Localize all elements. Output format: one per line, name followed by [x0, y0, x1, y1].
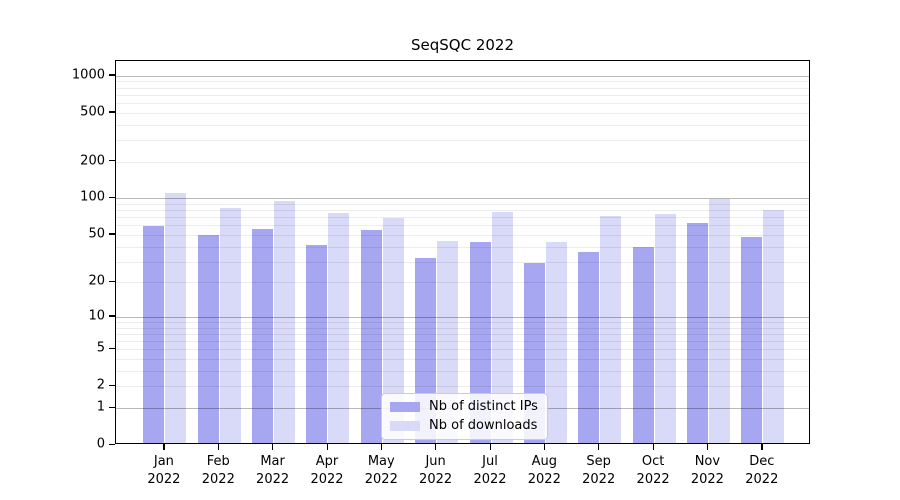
x-tick-mark [326, 444, 328, 450]
bar-feb-distinct-ips [197, 235, 219, 443]
y-tick-label: 1000 [71, 67, 105, 83]
bars-layer [116, 61, 809, 443]
y-tick-mark [109, 384, 115, 387]
y-tick-mark [109, 160, 115, 162]
legend-layer: Nb of distinct IPs Nb of downloads [116, 61, 809, 443]
y-tick-mark [109, 315, 115, 317]
bar-jan-distinct-ips [143, 226, 165, 443]
x-tick-label-may: May 2022 [364, 454, 398, 487]
x-tick-label-dec: Dec 2022 [745, 454, 779, 487]
bar-mar-downloads [274, 200, 296, 443]
y-tick-mark [109, 280, 115, 283]
y-tick-label: 100 [80, 189, 105, 205]
bar-jul-distinct-ips [469, 242, 491, 443]
x-tick-mark [598, 444, 600, 450]
y-tick-mark [109, 196, 115, 199]
x-tick-mark [543, 444, 546, 450]
y-tick-mark [109, 406, 115, 408]
x-tick-mark [380, 444, 383, 450]
bar-oct-downloads [654, 213, 676, 443]
y-tick-label: 500 [80, 104, 105, 120]
bar-sep-downloads [600, 216, 622, 443]
bar-aug-downloads [545, 242, 567, 443]
y-tick-mark [109, 111, 115, 113]
x-tick-mark [163, 444, 165, 450]
bar-jan-downloads [165, 192, 187, 443]
x-tick-label-oct: Oct 2022 [636, 454, 670, 487]
bar-jul-downloads [491, 211, 513, 443]
x-tick-label-aug: Aug 2022 [527, 454, 561, 487]
y-tick-label: 200 [80, 153, 105, 169]
legend-label: Nb of distinct IPs [429, 399, 538, 414]
x-tick-mark [489, 444, 491, 450]
x-tick-mark [761, 444, 763, 450]
y-tick-mark [109, 347, 115, 350]
y-tick-label: 50 [88, 226, 105, 242]
y-tick-label: 20 [88, 273, 105, 289]
bar-feb-downloads [219, 208, 241, 443]
x-tick-label-nov: Nov 2022 [690, 454, 724, 487]
legend-item: Nb of downloads [390, 418, 538, 433]
bar-may-distinct-ips [360, 229, 382, 443]
bar-apr-downloads [328, 213, 350, 443]
plot-area: Nb of distinct IPs Nb of downloads [115, 60, 810, 444]
bar-apr-distinct-ips [306, 244, 328, 443]
x-tick-label-jul: Jul 2022 [473, 454, 507, 487]
legend-label: Nb of downloads [429, 418, 538, 433]
x-tick-label-mar: Mar 2022 [256, 454, 290, 487]
x-tick-mark [217, 444, 220, 450]
legend-item: Nb of distinct IPs [390, 399, 538, 414]
bar-mar-distinct-ips [252, 228, 274, 443]
y-tick-label: 5 [96, 340, 105, 356]
y-tick-label: 0 [96, 436, 105, 452]
x-tick-mark [652, 444, 654, 450]
y-tick-label: 2 [96, 377, 105, 393]
chart-title: SeqSQC 2022 [410, 36, 514, 54]
x-tick-label-apr: Apr 2022 [310, 454, 344, 487]
bar-sep-distinct-ips [578, 251, 600, 443]
x-tick-mark [435, 444, 437, 450]
x-tick-mark [706, 444, 709, 450]
x-tick-label-sep: Sep 2022 [582, 454, 616, 487]
y-tick-label: 1 [96, 399, 105, 415]
bar-oct-distinct-ips [632, 247, 654, 443]
legend: Nb of distinct IPs Nb of downloads [381, 393, 548, 440]
legend-swatch [390, 420, 420, 431]
y-tick-mark [109, 74, 115, 76]
bar-jun-downloads [437, 240, 459, 443]
x-tick-label-jun: Jun 2022 [419, 454, 453, 487]
y-tick-mark [109, 443, 115, 445]
bar-dec-distinct-ips [741, 237, 763, 443]
bar-dec-downloads [763, 210, 785, 443]
legend-swatch [390, 401, 420, 412]
bar-nov-distinct-ips [686, 222, 708, 443]
x-tick-mark [272, 444, 274, 450]
x-tick-label-feb: Feb 2022 [201, 454, 235, 487]
y-tick-label: 10 [88, 308, 105, 324]
bar-nov-downloads [708, 198, 730, 443]
bar-may-downloads [382, 218, 404, 443]
x-tick-label-jan: Jan 2022 [147, 454, 181, 487]
y-tick-mark [109, 233, 115, 235]
